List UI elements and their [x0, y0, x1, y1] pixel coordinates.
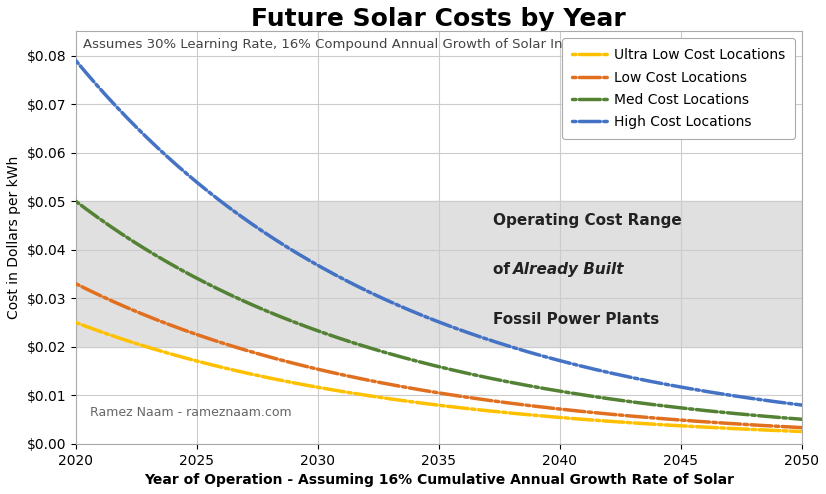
Ultra Low Cost Locations [796, 429, 806, 435]
Line: High Cost Locations: High Cost Locations [76, 61, 801, 405]
Ultra Low Cost Locations [463, 406, 473, 412]
Med Cost Locations [666, 404, 676, 410]
Text: Fossil Power Plants: Fossil Power Plants [493, 312, 659, 327]
Low Cost Locations [779, 424, 789, 430]
Ultra Low Cost Locations [503, 410, 513, 416]
High Cost Locations [503, 343, 513, 349]
Line: Med Cost Locations: Med Cost Locations [76, 201, 801, 419]
Low Cost Locations [463, 395, 473, 401]
High Cost Locations [463, 330, 473, 336]
Low Cost Locations [415, 387, 425, 393]
High Cost Locations [71, 58, 81, 64]
X-axis label: Year of Operation - Assuming 16% Cumulative Annual Growth Rate of Solar: Year of Operation - Assuming 16% Cumulat… [144, 473, 733, 487]
High Cost Locations [420, 314, 430, 320]
Med Cost Locations [415, 359, 425, 365]
Low Cost Locations [71, 281, 81, 287]
Ultra Low Cost Locations [415, 400, 425, 406]
Text: Assumes 30% Learning Rate, 16% Compound Annual Growth of Solar Industry: Assumes 30% Learning Rate, 16% Compound … [83, 38, 605, 51]
Text: Operating Cost Range: Operating Cost Range [493, 213, 682, 228]
Ultra Low Cost Locations [420, 401, 430, 407]
Med Cost Locations [71, 198, 81, 204]
Y-axis label: Cost in Dollars per kWh: Cost in Dollars per kWh [7, 156, 21, 319]
Med Cost Locations [779, 415, 789, 421]
Text: Already Built: Already Built [514, 262, 625, 277]
Ultra Low Cost Locations [666, 422, 676, 428]
Text: of: of [493, 262, 515, 277]
Line: Low Cost Locations: Low Cost Locations [76, 284, 801, 428]
Low Cost Locations [666, 416, 676, 422]
Low Cost Locations [420, 388, 430, 394]
Low Cost Locations [796, 425, 806, 431]
Ultra Low Cost Locations [71, 320, 81, 326]
Ultra Low Cost Locations [779, 428, 789, 434]
High Cost Locations [415, 312, 425, 318]
Low Cost Locations [503, 400, 513, 406]
Med Cost Locations [420, 360, 430, 366]
Bar [76, 201, 801, 347]
Legend: Ultra Low Cost Locations, Low Cost Locations, Med Cost Locations, High Cost Loca: Ultra Low Cost Locations, Low Cost Locat… [563, 39, 795, 139]
Med Cost Locations [463, 370, 473, 376]
Title: Future Solar Costs by Year: Future Solar Costs by Year [251, 7, 626, 31]
High Cost Locations [796, 402, 806, 408]
Text: Ramez Naam - rameznaam.com: Ramez Naam - rameznaam.com [90, 406, 292, 419]
Med Cost Locations [503, 379, 513, 385]
High Cost Locations [666, 382, 676, 388]
Med Cost Locations [796, 416, 806, 422]
Line: Ultra Low Cost Locations: Ultra Low Cost Locations [76, 323, 801, 432]
High Cost Locations [779, 400, 789, 406]
